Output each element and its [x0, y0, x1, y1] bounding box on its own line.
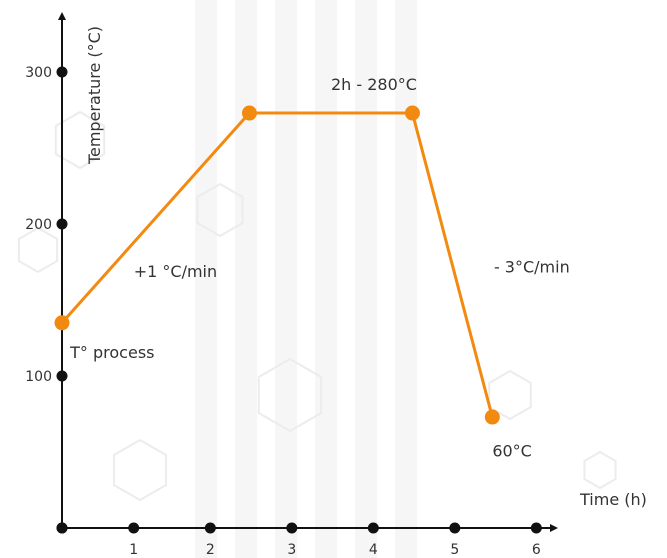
- x-tick-dot: [449, 522, 461, 534]
- annotation-label: 2h - 280°C: [331, 75, 417, 94]
- data-point: [404, 105, 420, 121]
- bg-hexagon: [583, 450, 617, 490]
- x-axis-arrow: [550, 524, 558, 532]
- y-tick-dot: [56, 370, 68, 382]
- ticks: 1 2 3 4 5 6 100 200 300: [25, 65, 542, 558]
- x-tick-label: 2: [206, 542, 215, 558]
- x-tick-dot: [204, 522, 216, 534]
- y-tick-label: 200: [25, 217, 52, 233]
- annotation-label: +1 °C/min: [134, 262, 217, 281]
- x-tick-label: 5: [450, 542, 459, 558]
- data-point: [484, 409, 500, 425]
- bg-stripe: [275, 0, 297, 558]
- bg-stripe: [315, 0, 337, 558]
- x-tick-label: 4: [369, 542, 378, 558]
- bg-stripe: [235, 0, 257, 558]
- bg-hexagon: [257, 357, 323, 433]
- bg-stripe: [355, 0, 377, 558]
- bg-stripe: [395, 0, 417, 558]
- annotation-label: T° process: [69, 343, 154, 362]
- y-tick-label: 300: [25, 65, 52, 81]
- data-point: [54, 315, 70, 331]
- series: [54, 105, 500, 425]
- bg-hexagon: [17, 226, 59, 274]
- data-point: [241, 105, 257, 121]
- x-tick-dot: [530, 522, 542, 534]
- x-axis-title: Time (h): [579, 490, 647, 509]
- bg-hexagon: [488, 369, 532, 421]
- annotation-label: 60°C: [492, 442, 532, 461]
- x-tick-dot: [286, 522, 298, 534]
- bg-hexagon: [54, 110, 106, 170]
- y-axis-title: Temperature (°C): [85, 26, 104, 165]
- x-tick-label: 1: [129, 542, 138, 558]
- series-line: [60, 111, 494, 418]
- y-tick-label: 100: [25, 369, 52, 385]
- molecule-watermark: [17, 0, 617, 558]
- bg-hexagon: [113, 438, 167, 502]
- y-axis-arrow: [58, 12, 66, 20]
- x-tick-label: 6: [532, 542, 541, 558]
- annotation-label: - 3°C/min: [494, 258, 570, 277]
- y-tick-dot: [56, 66, 68, 78]
- x-tick-dot: [367, 522, 379, 534]
- y-tick-dot: [56, 218, 68, 230]
- y-tick-dot: [56, 522, 68, 534]
- x-tick-label: 3: [287, 542, 296, 558]
- axes: [58, 12, 558, 532]
- bg-stripe: [195, 0, 217, 558]
- annotations: T° process +1 °C/min 2h - 280°C - 3°C/min 60…: [69, 75, 570, 460]
- bg-hexagon: [196, 182, 244, 238]
- x-tick-dot: [128, 522, 140, 534]
